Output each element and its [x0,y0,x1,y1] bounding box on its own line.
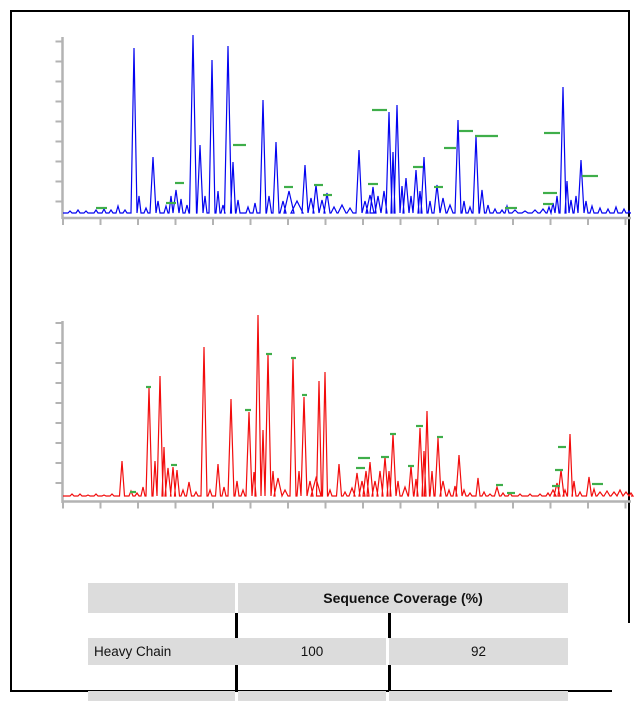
table-cell-coverage-2: 92 [389,638,568,665]
table-row-partial-cell [238,691,386,701]
column-divider [235,665,238,691]
border-gap [612,623,642,701]
table-header-sequence-coverage: Sequence Coverage (%) [238,583,568,613]
table-row-partial-cell [88,691,235,701]
table-cell-coverage-1: 100 [238,638,386,665]
column-divider [388,665,391,691]
table-row-label-heavy-chain: Heavy Chain [88,638,241,665]
table-header-empty-cell [88,583,235,613]
column-divider [388,613,391,638]
red-chromatogram [55,314,635,509]
blue-chromatogram [55,34,631,225]
table-row-partial-cell [389,691,568,701]
column-divider [235,613,238,638]
